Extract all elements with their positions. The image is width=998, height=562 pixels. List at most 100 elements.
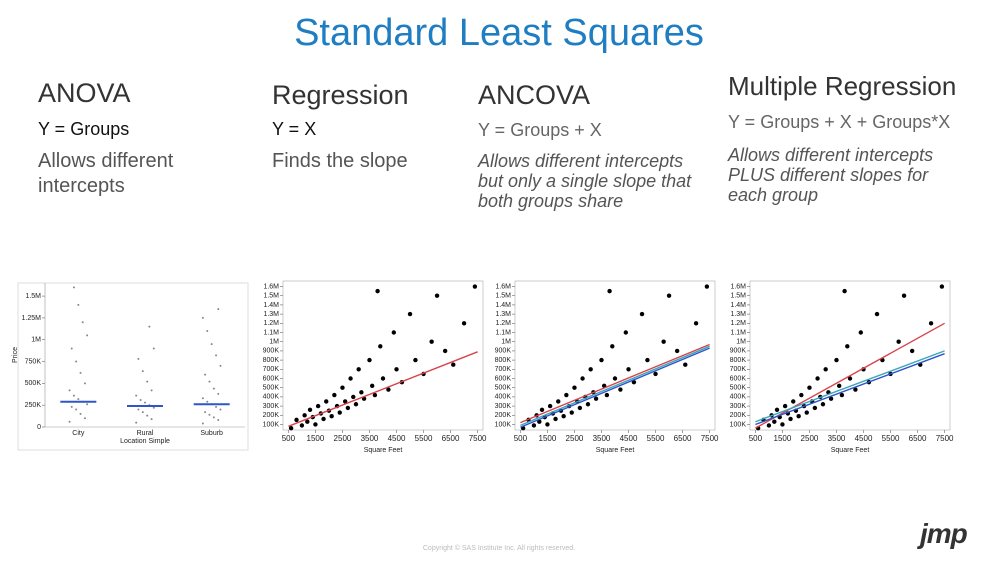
data-point	[572, 385, 577, 390]
y-tick-label: 800K	[730, 357, 747, 364]
column-heading: Multiple Regression	[728, 71, 957, 101]
data-point	[77, 303, 80, 306]
y-tick-label: 500K	[730, 385, 747, 392]
y-tick-label: 1.2M	[730, 320, 746, 327]
data-point	[674, 348, 680, 354]
data-point	[86, 403, 89, 406]
data-point	[217, 392, 220, 395]
data-point	[345, 405, 351, 411]
data-point	[623, 330, 629, 335]
y-tick-label: 200K	[730, 412, 747, 419]
x-tick-label: 5500	[647, 434, 665, 443]
data-point	[853, 387, 858, 392]
x-tick-label: 2500	[801, 434, 819, 443]
data-point	[372, 392, 378, 398]
x-tick-label: 3500	[593, 434, 611, 443]
data-point	[215, 354, 218, 357]
data-point	[77, 398, 80, 401]
y-tick-label: 900K	[730, 348, 747, 355]
data-point	[780, 422, 785, 427]
y-tick-label: 500K	[495, 385, 512, 392]
data-point	[206, 400, 209, 403]
data-point	[626, 367, 631, 372]
data-point	[812, 405, 818, 411]
data-point	[208, 413, 211, 416]
y-tick-label: 900K	[263, 348, 280, 355]
data-point	[380, 376, 386, 381]
data-point	[204, 373, 207, 376]
data-point	[782, 403, 788, 409]
data-point	[645, 357, 650, 363]
column-heading: ANOVA	[38, 78, 131, 108]
data-point	[820, 402, 826, 407]
data-point	[299, 423, 305, 428]
y-axis-label: Price	[12, 347, 19, 363]
y-tick-label: 400K	[495, 394, 512, 401]
y-tick-label: 800K	[263, 357, 280, 364]
data-point	[75, 408, 78, 411]
y-tick-label: 1.6M	[730, 283, 746, 290]
data-point	[610, 344, 615, 349]
x-axis-label: Location Simple	[120, 438, 170, 445]
y-tick-label: 1.5M	[263, 293, 279, 300]
data-point	[593, 396, 599, 401]
x-tick-label: Suburb	[200, 430, 223, 437]
data-point	[661, 339, 666, 344]
x-tick-label: 5500	[415, 434, 433, 443]
data-point	[828, 396, 834, 401]
column-formula: Y = Groups + X + Groups*X	[728, 112, 951, 132]
x-axis-label: Square Feet	[596, 447, 635, 454]
y-tick-label: 300K	[730, 403, 747, 410]
data-point	[217, 419, 220, 422]
copyright: Copyright © SAS Institute Inc. All right…	[422, 545, 576, 552]
data-point	[79, 371, 82, 374]
data-point	[545, 422, 550, 427]
y-tick-label: 700K	[495, 366, 512, 373]
data-point	[86, 334, 89, 337]
data-point	[553, 416, 558, 422]
data-point	[836, 383, 842, 389]
data-point	[367, 357, 372, 363]
data-point	[386, 387, 391, 392]
data-point	[804, 410, 809, 415]
data-point	[356, 367, 361, 372]
data-point	[939, 284, 945, 289]
x-tick-label: 6500	[442, 434, 460, 443]
column-description: Allows different intercepts	[38, 150, 174, 197]
y-tick-label: 1.5M	[730, 293, 746, 300]
y-tick-label: 700K	[730, 366, 747, 373]
data-point	[429, 339, 434, 344]
data-point	[353, 402, 359, 407]
data-point	[564, 392, 569, 398]
data-point	[217, 308, 220, 311]
data-point	[307, 407, 313, 412]
data-point	[577, 405, 583, 411]
y-tick-label: 1.3M	[495, 311, 511, 318]
data-point	[442, 348, 448, 354]
data-point	[858, 330, 864, 335]
data-point	[556, 399, 561, 404]
x-axis-label: Square Feet	[831, 447, 870, 454]
x-tick-label: 6500	[909, 434, 927, 443]
x-tick-label: 500	[282, 434, 296, 443]
y-tick-label: 800K	[495, 357, 512, 364]
data-point	[901, 293, 907, 298]
data-point	[618, 387, 623, 392]
x-tick-label: 1500	[307, 434, 325, 443]
data-point	[219, 408, 222, 411]
x-tick-label: 1500	[774, 434, 792, 443]
data-point	[472, 284, 478, 289]
y-tick-label: 1.2M	[263, 320, 279, 327]
data-point	[79, 412, 82, 415]
data-point	[81, 321, 84, 324]
data-point	[315, 403, 321, 409]
x-tick-label: 500	[749, 434, 763, 443]
chart-frame	[17, 282, 249, 451]
data-point	[210, 343, 213, 346]
data-point	[75, 360, 78, 363]
data-point	[928, 321, 934, 326]
data-point	[215, 405, 218, 408]
data-point	[332, 392, 337, 398]
data-point	[152, 406, 155, 409]
y-tick-label: 1M	[269, 339, 279, 346]
